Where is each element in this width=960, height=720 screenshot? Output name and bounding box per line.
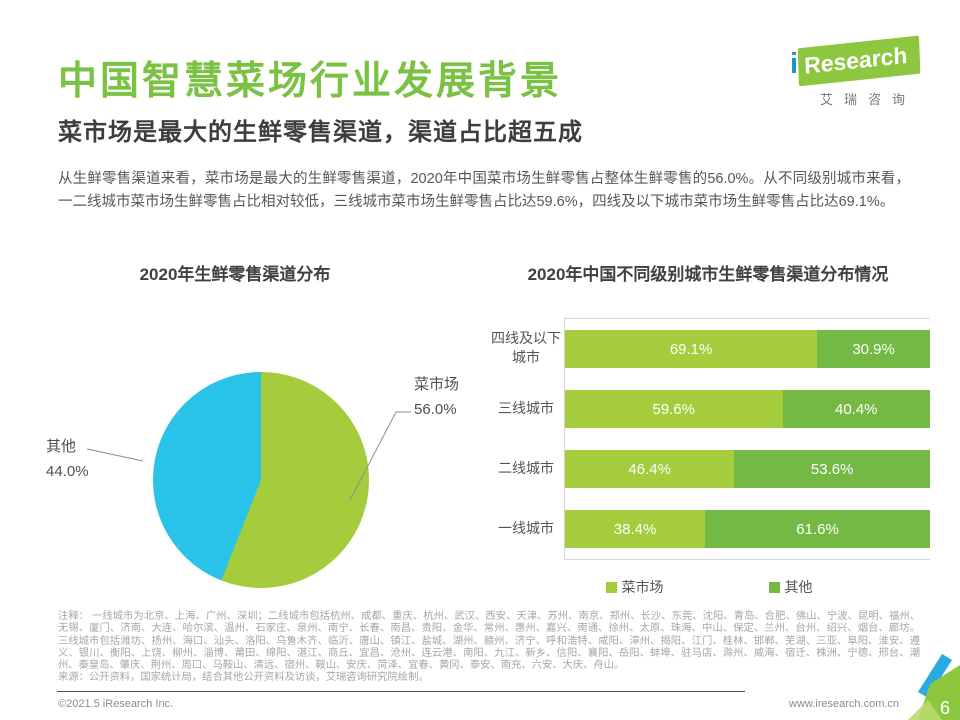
bar-segment-other: 30.9%: [817, 330, 930, 368]
logo-wordmark: Research: [797, 35, 920, 87]
logo-caption: 艾瑞咨询: [819, 92, 916, 107]
website-text: www.iresearch.com.cn: [789, 698, 900, 710]
note-text: 注释： 一线城市为北京、上海、广州、深圳；二线城市包括杭州、成都、重庆、杭州、武…: [58, 611, 920, 672]
corner-blue-stripe: [918, 654, 952, 698]
section-headline: 菜市场是最大的生鲜零售渠道，渠道占比超五成: [58, 119, 583, 146]
footer-divider: [57, 691, 745, 692]
pie-label-market-name: 菜市场: [414, 376, 460, 393]
legend-item: 菜市场: [605, 577, 664, 597]
pie-label-other-value: 44.0%: [46, 463, 89, 480]
legend-label: 菜市场: [621, 579, 664, 595]
bar-category-label: 一线城市: [498, 519, 554, 536]
bar-chart: 四线及以下城市 三线城市 二线城市 一线城市 69.1% 30.9% 59.6% 40.4%…: [488, 318, 930, 597]
pie-label-other-name: 其他: [46, 438, 77, 455]
legend-item: 其他: [768, 577, 813, 597]
iresearch-logo: i Research 艾瑞咨询: [788, 35, 940, 108]
bar-row: 69.1% 30.9%: [565, 319, 930, 379]
bar-segment-market: 46.4%: [565, 450, 735, 488]
intro-paragraph: 从生鲜零售渠道来看，菜市场是最大的生鲜零售渠道，2020年中国菜市场生鲜零售占整…: [58, 171, 910, 210]
pie-leader-lines: [86, 411, 411, 501]
legend-label: 其他: [784, 579, 813, 595]
bar-segment-market: 38.4%: [565, 510, 706, 548]
pie-chart-title: 2020年生鲜零售渠道分布: [139, 265, 331, 284]
source-text: 来源：公开资料，国家统计局，结合其他公开资料及访谈，艾瑞咨询研究院绘制。: [58, 672, 429, 684]
bar-category-label: 四线及以下城市: [491, 330, 561, 365]
bar-segment-other: 61.6%: [705, 510, 930, 548]
bar-legend: 菜市场 其他: [488, 577, 930, 597]
pie-label-other: 其他 44.0%: [46, 434, 89, 484]
logo-i-mark: i: [790, 48, 799, 80]
bar-chart-title: 2020年中国不同级别城市生鲜零售渠道分布情况: [527, 265, 889, 284]
bar-category-labels: 四线及以下城市三线城市二线城市一线城市: [488, 318, 564, 560]
pie-graphic: [153, 372, 369, 588]
corner-decoration: 6: [908, 654, 960, 720]
copyright-text: ©2021.5 iResearch Inc.: [58, 698, 174, 710]
page-number: 6: [940, 698, 950, 718]
footnotes: 注释： 一线城市为北京、上海、广州、深圳；二线城市包括杭州、成都、重庆、杭州、武…: [58, 611, 920, 685]
bar-segment-other: 53.6%: [734, 450, 930, 488]
bar-segment-market: 59.6%: [565, 390, 783, 428]
bar-row: 59.6% 40.4%: [565, 379, 930, 439]
legend-swatch-icon: [605, 581, 617, 593]
bar-row: 46.4% 53.6%: [565, 439, 930, 499]
pie-chart: 菜市场 56.0% 其他 44.0%: [40, 330, 480, 612]
pie-label-market-value: 56.0%: [414, 401, 457, 418]
bar-segment-market: 69.1%: [565, 330, 818, 368]
bar-category-label: 二线城市: [498, 459, 554, 476]
bar-segment-other: 40.4%: [782, 390, 930, 428]
pie-label-market: 菜市场 56.0%: [414, 372, 459, 422]
bar-row: 38.4% 61.6%: [565, 499, 930, 559]
bar-plot: 69.1% 30.9% 59.6% 40.4% 46.4% 53.6% 38.4% 61.6%: [564, 318, 930, 560]
legend-swatch-icon: [768, 581, 780, 593]
page-title: 中国智慧菜场行业发展背景: [58, 60, 563, 103]
corner-lightgreen-triangle: [908, 700, 942, 720]
bar-category-label: 三线城市: [498, 399, 554, 416]
